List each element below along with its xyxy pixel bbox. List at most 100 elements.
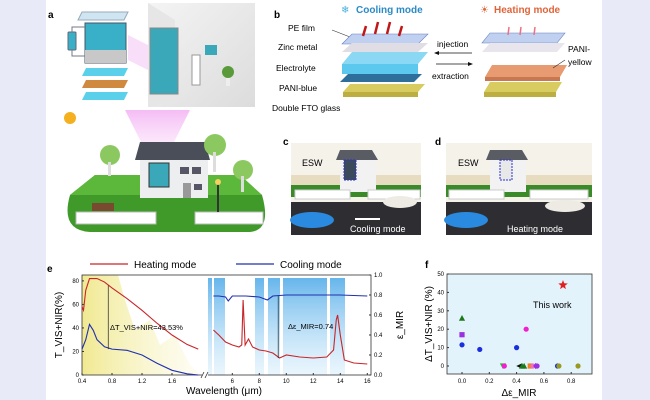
pani-yellow-label-line2: yellow [568, 57, 592, 67]
exploded-device-illustration [67, 11, 129, 100]
plot-frame-f [446, 273, 593, 375]
panel-c: c ESW Cooling mode [283, 137, 421, 235]
data-point-square [459, 332, 465, 338]
panel-label-a: a [48, 10, 54, 21]
room-illustration [148, 3, 255, 107]
y-axis-label-f: ΔT_VIS+NIR (%) [424, 286, 435, 362]
data-point-triangle [458, 315, 466, 321]
data-point-circle [575, 363, 581, 369]
panel-label-b: b [274, 10, 280, 21]
y-tick-label-left: 80 [72, 279, 79, 285]
layer-label-electrolyte: Electrolyte [276, 63, 316, 73]
layer-label-zinc-metal: Zinc metal [278, 42, 317, 52]
panel-a: a [48, 3, 266, 232]
x-tick-label: 1.2 [138, 379, 147, 385]
y-tick-label: 30 [437, 309, 444, 315]
legend-label-cooling: Cooling mode [280, 260, 342, 271]
y-tick-label-left: 40 [72, 326, 79, 332]
y-tick-label-left: 0 [76, 373, 80, 379]
x-axis-label-e: Wavelength (μm) [186, 386, 262, 397]
legend-label-heating: Heating mode [134, 260, 197, 271]
x-tick-label: 1.6 [168, 379, 177, 385]
x-axis-label-f: Δε_MIR [501, 388, 536, 399]
data-point-circle [514, 345, 520, 351]
injection-label: injection [437, 39, 468, 49]
x-tick-label: 0.0 [458, 379, 467, 385]
layer-label-pani-blue: PANI-blue [279, 83, 317, 93]
y-tick-label: 0 [441, 364, 445, 370]
atmospheric-transmittance-band [255, 278, 264, 375]
series-heating-mode-vis-nir [81, 277, 199, 350]
cooling-stack-illustration [331, 21, 429, 97]
panel-label-e: e [47, 264, 53, 275]
cooling-mode-title: Cooling mode [356, 5, 423, 16]
y-tick-label-right: 0.4 [374, 333, 383, 339]
heating-mode-title: Heating mode [494, 5, 561, 16]
sun-icon: ☀ [480, 5, 489, 16]
x-tick-label: 6 [231, 379, 235, 385]
panel-d: d ESW Heating mode [435, 137, 592, 235]
x-tick-label: 14 [337, 379, 344, 385]
y-tick-label: 50 [437, 272, 444, 278]
magnify-beam [128, 35, 148, 70]
x-tick-label: 16 [364, 379, 371, 385]
axis-break-mark [200, 371, 209, 379]
caption-cooling-mode: Cooling mode [350, 224, 406, 234]
sun-icon [64, 112, 76, 124]
x-tick-label: 0.8 [108, 379, 117, 385]
series-cooling-mode-mir [213, 294, 368, 302]
data-point-circle [534, 363, 540, 369]
series-cooling-mode-vis-nir [81, 323, 199, 376]
person-figure [191, 54, 201, 86]
data-point-circle [556, 363, 562, 369]
atmospheric-transmittance-band [330, 278, 345, 375]
solar-spectrum-shading [82, 275, 201, 375]
plot-frame-e [81, 274, 372, 376]
y-tick-label-right: 0.2 [374, 353, 383, 359]
y-tick-label-right: 0.0 [374, 373, 383, 379]
esw-label-d: ESW [458, 158, 479, 168]
axis-break [202, 371, 208, 379]
x-tick-label: 0.2 [485, 379, 494, 385]
atmospheric-transmittance-band [283, 278, 327, 375]
atmospheric-transmittance-band [208, 278, 212, 375]
data-point-star-this-work [558, 280, 568, 290]
y-tick-label: 20 [437, 327, 444, 333]
x-tick-label: 8 [258, 379, 262, 385]
layer-label-double-fto-glass: Double FTO glass [272, 103, 340, 113]
panel-label-c: c [283, 137, 289, 148]
data-point-circle [523, 326, 529, 332]
y-tick-label-left: 20 [72, 349, 79, 355]
panel-b: b ❄ Cooling mode ☀ Heating mode PE film … [272, 5, 592, 113]
annotation-this-work: This work [533, 300, 572, 310]
panel-label-d: d [435, 137, 441, 148]
y-axis-label-right-e: ε_MIR [395, 311, 406, 339]
x-tick-label: 12 [310, 379, 317, 385]
heating-stack-illustration [481, 26, 567, 97]
caption-heating-mode: Heating mode [507, 224, 563, 234]
data-point-circle [501, 363, 507, 369]
x-tick-label: 0.4 [512, 379, 521, 385]
data-point-triangle [521, 362, 528, 369]
series-heating-mode-mir [213, 299, 368, 365]
x-tick-label: 10 [283, 379, 290, 385]
annotation-delta-t: ΔT_VIS+NIR=43.53% [110, 323, 183, 332]
atmospheric-transmittance-band [214, 278, 225, 375]
x-tick-label: 0.4 [78, 379, 87, 385]
x-tick-label: 0.6 [540, 379, 549, 385]
pani-yellow-label-line1: PANI- [568, 44, 590, 54]
y-tick-label: 40 [437, 290, 444, 296]
data-point-circle [459, 342, 465, 348]
panel-label-f: f [425, 260, 429, 271]
y-tick-label-right: 1.0 [374, 273, 383, 279]
y-tick-label: 10 [437, 346, 444, 352]
atmospheric-transmittance-band [268, 278, 280, 375]
x-tick-label: 0.8 [567, 379, 576, 385]
y-axis-label-left-e: T_VIS+NIR(%) [54, 292, 65, 358]
esw-label-c: ESW [302, 158, 323, 168]
y-tick-label-right: 0.8 [374, 293, 383, 299]
data-point-square [527, 363, 533, 369]
house-illustration [67, 134, 266, 232]
y-tick-label-left: 60 [72, 302, 79, 308]
